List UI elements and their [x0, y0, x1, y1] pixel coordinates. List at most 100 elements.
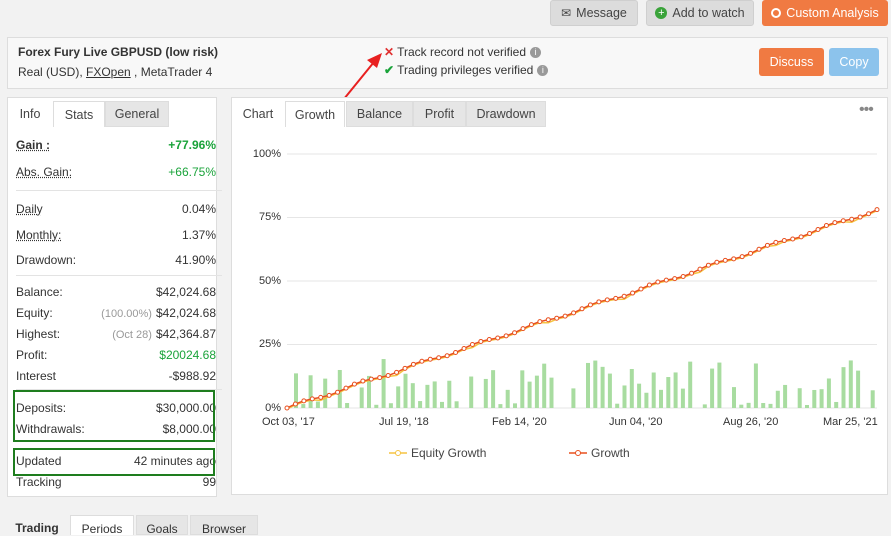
- trading-privileges-label: Trading privileges verified: [397, 63, 534, 77]
- growth-point: [326, 392, 332, 398]
- growth-point: [680, 273, 686, 279]
- custom-analysis-button[interactable]: Custom Analysis: [762, 0, 888, 26]
- x-tick: Jun 04, '20: [609, 416, 663, 428]
- volume-bar: [841, 367, 846, 408]
- growth-point: [790, 236, 796, 242]
- gain-label: Gain :: [16, 138, 51, 152]
- y-tick: 75%: [258, 211, 281, 223]
- message-button[interactable]: ✉ Message: [550, 0, 638, 26]
- growth-point: [646, 282, 652, 288]
- tab-chart[interactable]: Chart: [242, 107, 274, 121]
- volume-bar: [534, 375, 539, 408]
- highest-date: (Oct 28): [112, 329, 152, 341]
- tab-stats[interactable]: Stats: [53, 101, 105, 127]
- legend-equity-growth[interactable]: Equity Growth: [389, 446, 486, 460]
- custom-analysis-label: Custom Analysis: [786, 6, 879, 20]
- volume-bar: [717, 362, 722, 408]
- track-record-status: ✕ Track record not verified i: [384, 45, 541, 59]
- updated-highlight-box: [13, 448, 215, 476]
- volume-bar: [315, 401, 320, 408]
- volume-bar: [520, 370, 525, 408]
- info-icon[interactable]: i: [537, 64, 549, 76]
- highest-label: Highest:: [16, 327, 61, 341]
- tab-general[interactable]: General: [105, 101, 169, 127]
- growth-point: [528, 322, 534, 328]
- volume-bar: [498, 404, 503, 408]
- volume-bar: [337, 369, 342, 408]
- daily-row: Daily 0.04%: [16, 202, 216, 216]
- volume-bar: [622, 385, 627, 408]
- tab-drawdown[interactable]: Drawdown: [466, 101, 546, 127]
- volume-bar: [432, 381, 437, 408]
- growth-point: [638, 286, 644, 292]
- volume-bar: [396, 386, 401, 408]
- plus-circle-icon: +: [655, 7, 668, 19]
- growth-point: [840, 218, 846, 224]
- growth-point: [705, 262, 711, 268]
- copy-button[interactable]: Copy: [829, 48, 879, 76]
- growth-point: [807, 231, 813, 237]
- growth-point: [579, 306, 585, 312]
- tab-profit[interactable]: Profit: [413, 101, 466, 127]
- monthly-label: Monthly:: [16, 228, 62, 242]
- tab-growth[interactable]: Growth: [285, 101, 345, 127]
- volume-bar: [527, 381, 532, 408]
- volume-bar: [600, 366, 605, 408]
- growth-point: [343, 385, 349, 391]
- daily-value: 0.04%: [181, 202, 216, 216]
- growth-point: [621, 293, 627, 299]
- discuss-button[interactable]: Discuss: [759, 48, 824, 76]
- growth-point: [857, 214, 863, 220]
- growth-point: [469, 341, 475, 347]
- tab-trading[interactable]: Trading: [7, 515, 67, 535]
- growth-point: [503, 333, 509, 339]
- volume-bar: [644, 392, 649, 408]
- growth-point: [596, 299, 602, 305]
- growth-point: [410, 361, 416, 367]
- tab-browser[interactable]: Browser: [190, 515, 258, 536]
- growth-point: [520, 326, 526, 332]
- volume-bar: [440, 401, 444, 408]
- volume-bar: [856, 370, 861, 408]
- daily-label: Daily: [16, 202, 43, 216]
- tracking-row: Tracking 99: [16, 475, 216, 489]
- tab-goals[interactable]: Goals: [136, 515, 188, 536]
- volume-bar: [775, 390, 780, 408]
- tab-balance[interactable]: Balance: [346, 101, 413, 127]
- growth-point: [798, 234, 804, 240]
- info-icon[interactable]: i: [530, 46, 541, 58]
- account-type: Real (USD),: [18, 65, 87, 79]
- drawdown-value: 41.90%: [175, 253, 216, 267]
- volume-bar: [294, 373, 298, 408]
- abs-gain-row: Abs. Gain: +66.75%: [16, 165, 216, 179]
- growth-point: [351, 381, 357, 387]
- volume-bar: [323, 378, 328, 408]
- monthly-row: Monthly: 1.37%: [16, 228, 216, 242]
- growth-point: [731, 256, 737, 262]
- volume-bar: [425, 384, 430, 408]
- header-panel: Forex Fury Live GBPUSD (low risk) Real (…: [7, 37, 888, 89]
- tab-periods[interactable]: Periods: [70, 515, 134, 536]
- broker-link[interactable]: FXOpen: [86, 65, 131, 79]
- tab-info[interactable]: Info: [8, 101, 52, 127]
- volume-bar: [819, 389, 824, 408]
- legend-growth[interactable]: Growth: [569, 446, 630, 460]
- growth-point: [545, 317, 551, 323]
- updated-row: Updated 42 minutes ago: [16, 454, 216, 468]
- profit-value: $20024.68: [159, 348, 216, 362]
- divider: [16, 275, 222, 276]
- legend-growth-marker: [569, 450, 587, 456]
- y-tick: 100%: [252, 148, 281, 160]
- growth-point: [301, 398, 307, 404]
- growth-point: [764, 242, 770, 248]
- deposits-label: Deposits:: [16, 401, 67, 415]
- growth-point: [697, 266, 703, 272]
- more-dots-icon[interactable]: •••: [859, 101, 874, 118]
- growth-point: [419, 358, 425, 364]
- stats-panel: Info Stats General Gain : +77.96% Abs. G…: [7, 97, 222, 497]
- withdrawals-row: Withdrawals: $8,000.00: [16, 422, 216, 436]
- volume-bar: [834, 401, 839, 408]
- add-to-watch-button[interactable]: + Add to watch: [646, 0, 754, 26]
- growth-point: [756, 246, 762, 252]
